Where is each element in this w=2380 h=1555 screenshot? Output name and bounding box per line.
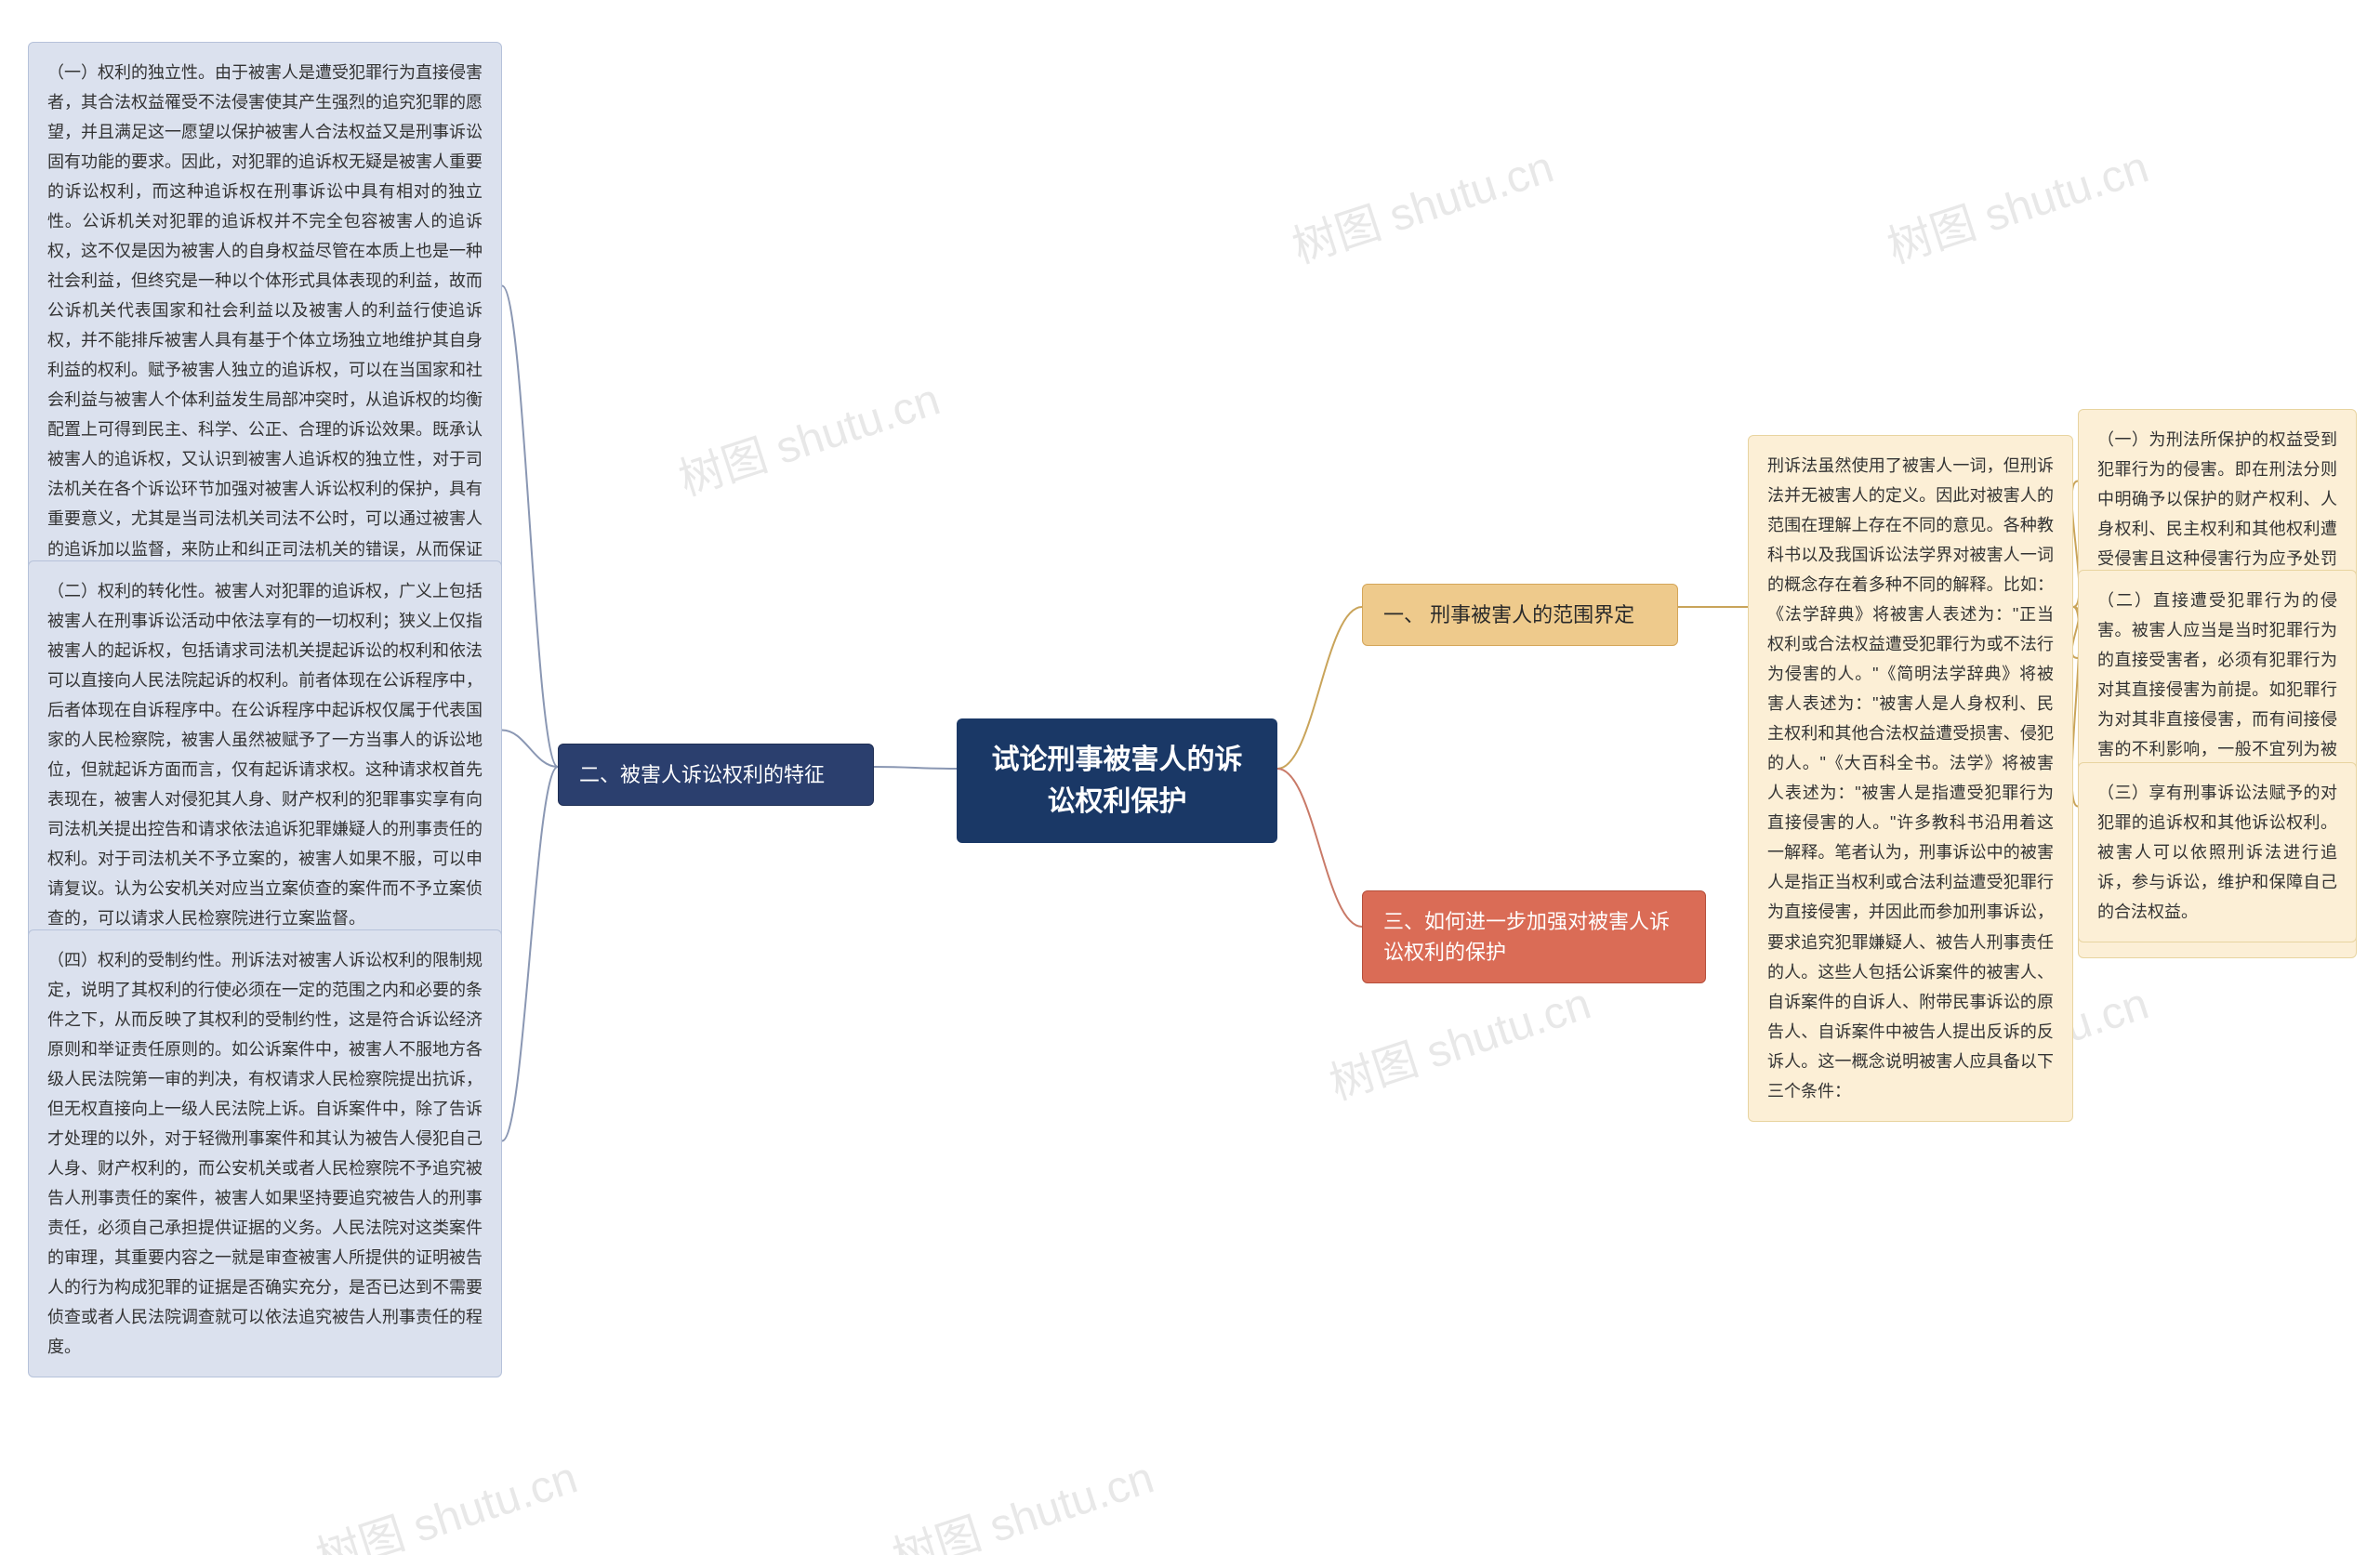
center-node[interactable]: 试论刑事被害人的诉讼权利保护: [957, 718, 1277, 843]
watermark: 树图 shutu.cn: [307, 1441, 584, 1555]
branch-node-b3[interactable]: 三、如何进一步加强对被害人诉讼权利的保护: [1362, 890, 1706, 983]
watermark: 树图 shutu.cn: [1320, 967, 1597, 1112]
branch-node-b1[interactable]: 一、 刑事被害人的范围界定: [1362, 584, 1678, 646]
watermark: 树图 shutu.cn: [1878, 130, 2155, 275]
sub-node-b1[interactable]: 刑诉法虽然使用了被害人一词，但刑诉法并无被害人的定义。因此对被害人的范围在理解上…: [1748, 435, 2073, 1122]
branch-node-b2[interactable]: 二、被害人诉讼权利的特征: [558, 744, 874, 806]
watermark: 树图 shutu.cn: [883, 1441, 1160, 1555]
leaf-node-b2-1[interactable]: （二）权利的转化性。被害人对犯罪的追诉权，广义上包括被害人在刑事诉讼活动中依法享…: [28, 560, 502, 949]
watermark: 树图 shutu.cn: [669, 362, 946, 507]
leaf-node-b2-2[interactable]: （四）权利的受制约性。刑诉法对被害人诉讼权利的限制规定，说明了其权利的行使必须在…: [28, 929, 502, 1377]
leaf-node-b2-0[interactable]: （一）权利的独立性。由于被害人是遭受犯罪行为直接侵害者，其合法权益罹受不法侵害使…: [28, 42, 502, 610]
watermark: 树图 shutu.cn: [1283, 130, 1560, 275]
leaf-node-b1-2[interactable]: （三）享有刑事诉讼法赋予的对犯罪的追诉权和其他诉讼权利。被害人可以依照刑诉法进行…: [2078, 762, 2357, 942]
